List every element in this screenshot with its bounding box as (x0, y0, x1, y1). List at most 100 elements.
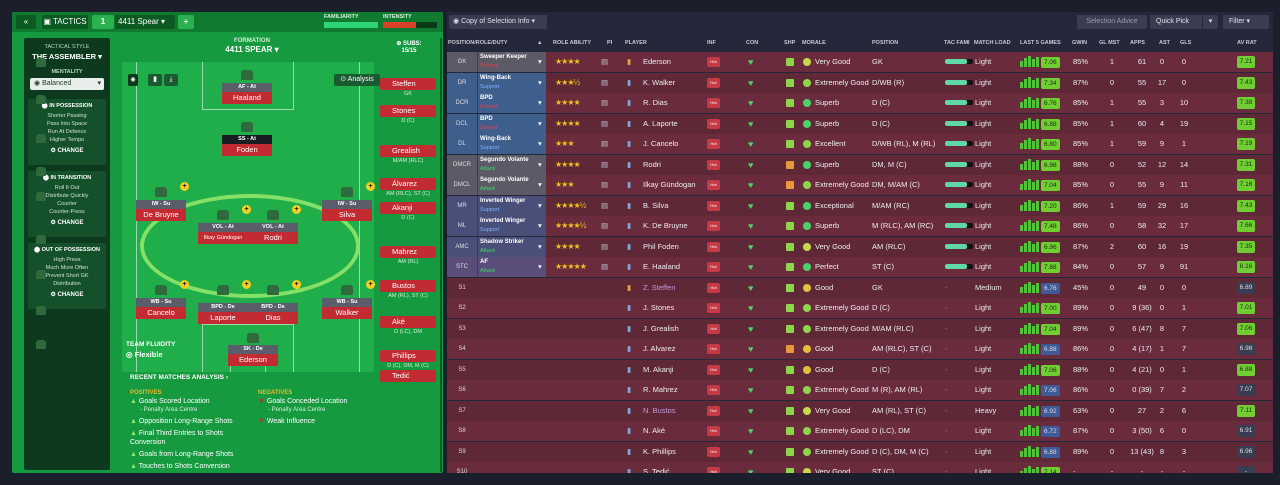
quick-pick-button[interactable]: Quick Pick ▾ (1150, 15, 1218, 29)
sub-player-3[interactable]: Grealish M/AM (RLC) (380, 145, 436, 165)
player-name[interactable]: K. De Bruyne (643, 221, 688, 230)
player-instructions-icon[interactable]: ▤ (601, 200, 609, 210)
role-duty-select[interactable]: Shadow Striker Attack (478, 236, 546, 257)
table-row[interactable]: S2 ▮ J. Stones Hot ♥ Extremely Good D (C) - Ligh… (447, 298, 1273, 318)
instructions-toggle-button[interactable]: ⤓ (164, 74, 178, 86)
pitch-player-af[interactable]: AF - At Haaland (222, 83, 272, 104)
player-name[interactable]: R. Mahrez (643, 385, 678, 394)
role-duty-select[interactable]: AF Attack (478, 257, 546, 277)
tactic-slot-number[interactable]: 1 (92, 15, 114, 29)
plus-icon[interactable]: + (180, 182, 189, 191)
role-duty-select[interactable]: Inverted Winger Support (478, 216, 546, 236)
header-tac-fam[interactable]: TAC FAMI (944, 40, 970, 46)
pitch-player-iw-right[interactable]: IW - Su Silva (322, 200, 372, 221)
analysis-button[interactable]: ⊙ Analysis (334, 74, 380, 86)
player-name[interactable]: K. Walker (643, 77, 676, 87)
header-ast[interactable]: AST (1159, 40, 1170, 46)
role-duty-select[interactable]: Segundo Volante Attack (478, 175, 546, 195)
role-duty-select[interactable]: Segundo Volante Attack (478, 154, 546, 175)
slot-label[interactable]: S4 (458, 346, 466, 352)
header-gl-mst[interactable]: GL MST (1099, 40, 1120, 46)
player-instructions-icon[interactable]: ▤ (601, 77, 609, 87)
header-player[interactable]: PLAYER (625, 40, 647, 46)
header-av-rat[interactable]: AV RAT (1237, 40, 1257, 46)
header-gls[interactable]: GLS (1180, 40, 1192, 46)
player-instructions-icon[interactable]: ▤ (601, 118, 609, 128)
change-out-of-possession-button[interactable]: ⚙ CHANGE (50, 292, 84, 298)
slot-label[interactable]: S2 (458, 305, 466, 311)
table-row[interactable]: S8 ▮ N. Aké Hot ♥ Extremely Good D (LC), DM - Li… (447, 421, 1273, 441)
slot-label[interactable]: S9 (458, 448, 466, 455)
player-name[interactable]: N. Bustos (643, 405, 676, 415)
player-name[interactable]: Ilkay Gündogan (643, 180, 696, 189)
selection-advice-button[interactable]: Selection Advice (1077, 15, 1147, 29)
player-name[interactable]: Phil Foden (643, 241, 679, 251)
player-instructions-icon[interactable]: ▤ (601, 241, 609, 251)
player-name[interactable]: R. Dias (643, 98, 668, 107)
header-position[interactable]: POSITION (872, 40, 899, 46)
sub-player-9[interactable]: Phillips D (C), DM, M (C) (380, 350, 436, 370)
slot-label[interactable]: STC (447, 257, 477, 277)
player-name[interactable]: J. Stones (643, 303, 675, 312)
header-role-ability[interactable]: ROLE ABILITY (553, 40, 591, 46)
player-instructions-icon[interactable]: ▤ (601, 180, 609, 189)
slot-label[interactable]: DMCR (447, 154, 477, 175)
slot-label[interactable]: DCR (447, 93, 477, 113)
plus-icon[interactable]: + (366, 280, 375, 289)
table-row[interactable]: S7 ▮ N. Bustos Hot ♥ Very Good AM (RL), ST (C)… (447, 400, 1273, 421)
slot-label[interactable]: S10 (456, 469, 468, 473)
table-row[interactable]: DMCR Segundo Volante Attack ▾ ★★★★ ▤ ▮ Rodri Hot… (447, 154, 1273, 175)
role-duty-select[interactable]: Wing-Back Support (478, 72, 546, 93)
player-name[interactable]: N. Aké (643, 426, 666, 435)
tactic-select[interactable]: 4411 Spear ▾ (115, 15, 175, 29)
player-name[interactable]: Rodri (643, 159, 661, 169)
player-instructions-icon[interactable]: ▤ (601, 139, 609, 148)
header-gwin[interactable]: GWIN (1072, 40, 1087, 46)
player-name[interactable]: Ederson (643, 57, 671, 66)
table-row[interactable]: DR Wing-Back Support ▾ ★★★½ ▤ ▮ K. Walker Hot ♥ Ex… (447, 72, 1273, 93)
slot-label[interactable]: DMCL (447, 175, 477, 195)
player-instructions-icon[interactable]: ▤ (601, 159, 609, 169)
stats-toggle-button[interactable]: ▮ (148, 74, 162, 86)
table-row[interactable]: S3 ▮ J. Grealish Hot ♥ Extremely Good M/AM (RL… (447, 318, 1273, 339)
table-row[interactable]: S9 ▮ K. Phillips Hot ♥ Extremely Good D (C), D… (447, 441, 1273, 462)
role-duty-select[interactable]: Inverted Winger Support (478, 195, 546, 216)
player-name[interactable]: J. Cancelo (643, 139, 679, 148)
table-row[interactable]: S5 ▮ M. Akanji Hot ♥ Good D (C) - Light 7.06 88% 0 4… (447, 359, 1273, 380)
player-instructions-icon[interactable]: ▤ (601, 57, 609, 66)
player-name[interactable]: E. Haaland (643, 262, 681, 271)
header-morale[interactable]: MORALE (802, 40, 826, 46)
header-shp[interactable]: SHP (784, 40, 796, 46)
plus-icon[interactable]: + (292, 280, 301, 289)
header-pi[interactable]: PI (607, 40, 613, 46)
pitch-player-iw-left[interactable]: IW - Su De Bruyne (136, 200, 186, 221)
table-row[interactable]: S10 ▮ S. Tedić Hot ♥ Very Good ST (C) - Light 7.1… (447, 462, 1273, 473)
table-row[interactable]: GK Sweeper Keeper Defend ▾ ★★★★ ▤ ▮ Ederson Hot ♥… (447, 52, 1273, 72)
header-position-role-duty[interactable]: POSITION/ROLE/DUTY (448, 40, 508, 46)
sub-player-2[interactable]: Stones D (C) (380, 105, 436, 125)
pitch-player-sk[interactable]: SK - De Ederson (228, 345, 278, 366)
table-row[interactable]: MR Inverted Winger Support ▾ ★★★★½ ▤ ▮ B. Silva… (447, 195, 1273, 216)
plus-icon[interactable]: + (242, 280, 251, 289)
slot-label[interactable]: S5 (458, 366, 466, 373)
add-tactic-button[interactable]: + (178, 15, 194, 29)
pitch-player-wb-left[interactable]: WB - Su Cancelo (136, 298, 186, 319)
player-name[interactable]: B. Silva (643, 200, 669, 210)
role-duty-select[interactable]: Sweeper Keeper Defend (478, 52, 546, 72)
player-name[interactable]: K. Phillips (643, 446, 676, 456)
player-instructions-icon[interactable]: ▤ (601, 98, 609, 107)
slot-label[interactable]: S7 (458, 407, 466, 414)
pitch-player-vol-left[interactable]: VOL - At Ilkay Gündogan (198, 223, 248, 244)
collapse-button[interactable]: « (16, 15, 36, 29)
sub-player-8[interactable]: Aké D (LC), DM (380, 316, 436, 336)
sub-player-6[interactable]: Mahrez AM (RL) (380, 246, 436, 266)
header-inf[interactable]: INF (707, 40, 716, 46)
sub-player-5[interactable]: Akanji D (C) (380, 202, 436, 222)
tactical-style-name[interactable]: THE ASSEMBLER ▾ (32, 52, 102, 61)
table-row[interactable]: DL Wing-Back Support ▾ ★★★ ▤ ▮ J. Cancelo Hot ♥ Ex… (447, 134, 1273, 154)
filter-button[interactable]: Filter ▾ (1223, 15, 1269, 29)
plus-icon[interactable]: + (366, 182, 375, 191)
player-name[interactable]: J. Alvarez (643, 344, 676, 353)
player-name[interactable]: S. Tedić (643, 467, 670, 473)
player-name[interactable]: A. Laporte (643, 118, 678, 128)
